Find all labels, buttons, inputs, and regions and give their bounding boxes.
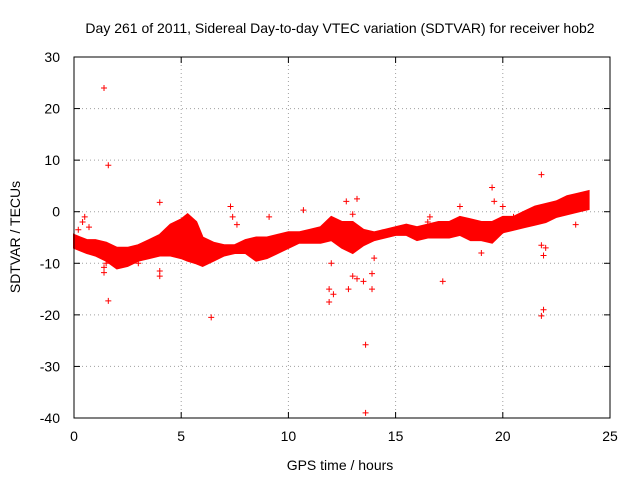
data-band (73, 189, 590, 270)
outlier-point (227, 203, 234, 210)
data-point (388, 229, 395, 236)
y-tick-label: 0 (52, 204, 60, 220)
outlier-point (369, 286, 376, 293)
data-point (358, 239, 365, 246)
data-point (311, 231, 318, 238)
data-point (171, 226, 178, 233)
outlier-point (362, 409, 369, 416)
outlier-point (79, 219, 86, 226)
outlier-point (435, 224, 442, 231)
outlier-point (101, 264, 108, 271)
outlier-point (538, 242, 545, 249)
outlier-point (542, 244, 549, 251)
outlier-point (105, 162, 112, 169)
outlier-point (572, 221, 579, 228)
grid-lines (74, 57, 610, 418)
x-tick-label: 15 (388, 428, 404, 444)
data-points (75, 84, 588, 416)
outlier-point (491, 198, 498, 205)
outlier-point (478, 249, 485, 256)
data-band-area (73, 189, 590, 270)
outlier-point (371, 255, 378, 262)
outlier-point (328, 260, 335, 267)
outlier-point (300, 207, 307, 214)
outlier-point (456, 203, 463, 210)
outlier-point (489, 184, 496, 191)
y-tick-label: -40 (40, 410, 60, 426)
outlier-point (135, 260, 142, 267)
outlier-point (233, 221, 240, 228)
outlier-point (345, 286, 352, 293)
outlier-point (538, 312, 545, 319)
outlier-point (499, 203, 506, 210)
outlier-point (208, 314, 215, 321)
plot-frame (73, 56, 611, 419)
x-tick-label: 5 (177, 428, 185, 444)
y-tick-label: -10 (40, 255, 60, 271)
outlier-point (330, 291, 337, 298)
outlier-point (156, 268, 163, 275)
outlier-point (266, 213, 273, 220)
data-point (514, 221, 521, 228)
outlier-point (86, 224, 93, 231)
data-point (452, 224, 459, 231)
data-point (334, 226, 341, 233)
y-axis-label: SDTVAR / TECUs (7, 181, 23, 293)
outlier-point (362, 341, 369, 348)
outlier-point (510, 213, 517, 220)
data-point (278, 237, 285, 244)
outlier-point (343, 198, 350, 205)
outlier-point (424, 219, 431, 226)
outlier-point (426, 213, 433, 220)
outlier-point (229, 213, 236, 220)
axis-ticks: 0 5 10 15 20 25 -40 -30 -20 -10 0 10 20 30 (40, 49, 618, 444)
outlier-point (354, 275, 361, 282)
data-point (92, 244, 99, 251)
y-tick-label: 20 (44, 101, 60, 117)
outlier-point (105, 297, 112, 304)
outlier-point (540, 306, 547, 313)
outlier-point (103, 260, 110, 267)
outlier-point (101, 84, 108, 91)
x-axis-label: GPS time / hours (287, 457, 394, 473)
x-tick-label: 0 (70, 428, 78, 444)
outlier-point (156, 199, 163, 206)
x-tick-label: 25 (602, 428, 618, 444)
data-point (141, 252, 148, 259)
outlier-point (540, 252, 547, 259)
data-point (551, 206, 558, 213)
outlier-point (326, 286, 333, 293)
y-tick-label: 30 (44, 49, 60, 65)
outlier-point (354, 195, 361, 202)
data-point (75, 226, 82, 233)
x-tick-label: 10 (281, 428, 297, 444)
y-tick-label: 10 (44, 152, 60, 168)
outlier-point (101, 269, 108, 276)
chart-title: Day 261 of 2011, Sidereal Day-to-day VTE… (85, 20, 594, 36)
outlier-point (118, 257, 125, 264)
outlier-point (439, 278, 446, 285)
outlier-point (81, 213, 88, 220)
data-point (581, 198, 588, 205)
outlier-point (369, 270, 376, 277)
data-point (418, 231, 425, 238)
data-point (248, 242, 255, 249)
data-point (482, 226, 489, 233)
y-tick-label: -30 (40, 358, 60, 374)
data-point (216, 244, 223, 251)
outlier-point (156, 273, 163, 280)
outlier-point (349, 273, 356, 280)
data-point (188, 234, 195, 241)
x-tick-label: 20 (495, 428, 511, 444)
outlier-point (360, 278, 367, 285)
outlier-point (538, 171, 545, 178)
data-point (116, 261, 123, 268)
y-tick-label: -20 (40, 307, 60, 323)
outlier-point (326, 298, 333, 305)
outlier-point (349, 211, 356, 218)
